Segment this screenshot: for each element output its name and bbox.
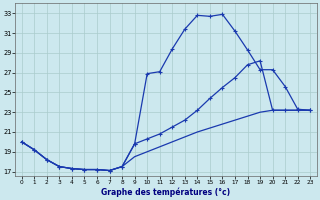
X-axis label: Graphe des températures (°c): Graphe des températures (°c): [101, 187, 230, 197]
